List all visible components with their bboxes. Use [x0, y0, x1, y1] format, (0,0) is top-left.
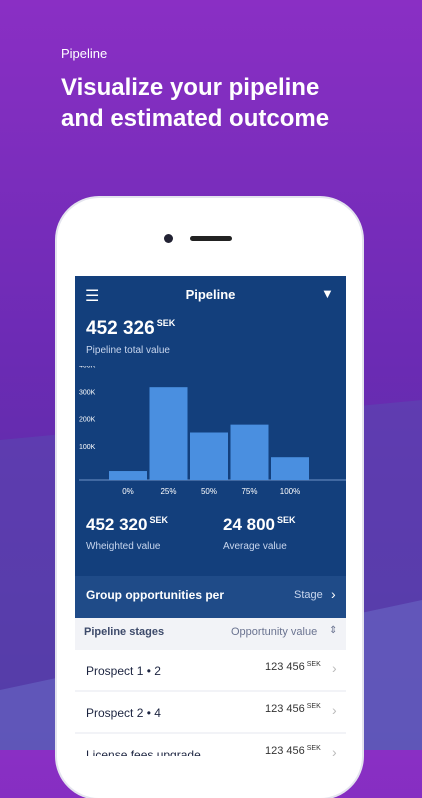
camera — [164, 234, 173, 243]
row-name: License fees upgrade — [86, 748, 201, 756]
row-value: 123 456 SEK — [265, 703, 321, 715]
group-row[interactable] — [75, 576, 346, 618]
amount: 123 456 — [265, 703, 305, 715]
bar — [190, 432, 228, 480]
nav-title: Pipeline — [185, 287, 236, 302]
screen: ☰ Pipeline ▼ 452 326 SEK Pipeline total v… — [75, 276, 346, 756]
stat-label: Wheighted value — [86, 541, 161, 552]
row-value: 123 456 SEK — [265, 661, 321, 673]
stat: 24 800 SEK — [223, 515, 296, 535]
y-tick-label: 100K — [79, 444, 96, 451]
chevron: › — [332, 660, 337, 676]
bar — [230, 424, 269, 480]
x-tick-label: 100% — [280, 487, 300, 496]
headline-line: Visualize your pipeline — [61, 74, 320, 101]
page: Pipeline Visualize your pipeline and esti… — [0, 0, 422, 756]
amount: 452 326 — [86, 318, 155, 339]
headline-line: and estimated outcome — [61, 105, 330, 132]
chevron: › — [331, 586, 336, 602]
amount: 24 800 — [223, 515, 275, 534]
total-label: Pipeline total value — [86, 345, 170, 356]
unit: SEK — [149, 515, 168, 525]
x-tick-label: 75% — [241, 487, 257, 496]
stat: 452 320 SEK — [86, 515, 168, 535]
unit: SEK — [306, 703, 321, 710]
row-name: Prospect 2 • 4 — [86, 706, 161, 720]
row-value: 123 456 SEK — [265, 745, 321, 756]
y-tick-label: 200K — [79, 417, 96, 424]
amount: 123 456 — [265, 661, 305, 673]
unit: SEK — [277, 515, 296, 525]
unit: SEK — [306, 745, 321, 752]
chart: 100K 200K 300K 400K 0% 25% 50% 75% 100% — [79, 366, 346, 496]
x-tick-label: 50% — [201, 487, 217, 496]
unit: SEK — [156, 318, 176, 328]
bar — [271, 457, 309, 480]
row-name: Prospect 1 • 2 — [86, 664, 161, 678]
stat-label: Average value — [223, 541, 287, 552]
bar — [109, 471, 147, 480]
headline: Visualize your pipeline and estimated out… — [61, 72, 329, 134]
y-tick-label: 300K — [79, 390, 96, 397]
eyebrow: Pipeline — [61, 46, 108, 61]
amount: 123 456 — [265, 745, 305, 756]
list-row[interactable] — [75, 692, 346, 732]
sort-label[interactable]: Opportunity value — [231, 626, 318, 638]
y-tick-label: 400K — [79, 366, 96, 369]
speaker — [190, 236, 232, 241]
menu-icon[interactable]: ☰ — [85, 288, 100, 305]
list-row[interactable] — [75, 650, 346, 690]
filter-icon[interactable]: ▼ — [321, 286, 334, 301]
unit: SEK — [306, 661, 321, 668]
group-value: Stage — [294, 589, 323, 601]
x-tick-label: 25% — [160, 487, 176, 496]
amount: 452 320 — [86, 515, 148, 534]
bar — [149, 387, 188, 480]
total-value: 452 326 SEK — [86, 318, 175, 340]
dashboard — [75, 276, 346, 576]
sort-icon: ⇕ — [329, 625, 338, 636]
group-label: Group opportunities per — [86, 588, 224, 602]
list-title: Pipeline stages — [84, 626, 165, 638]
x-tick-label: 0% — [122, 487, 134, 496]
chevron: › — [332, 702, 337, 718]
chevron: › — [332, 744, 337, 756]
